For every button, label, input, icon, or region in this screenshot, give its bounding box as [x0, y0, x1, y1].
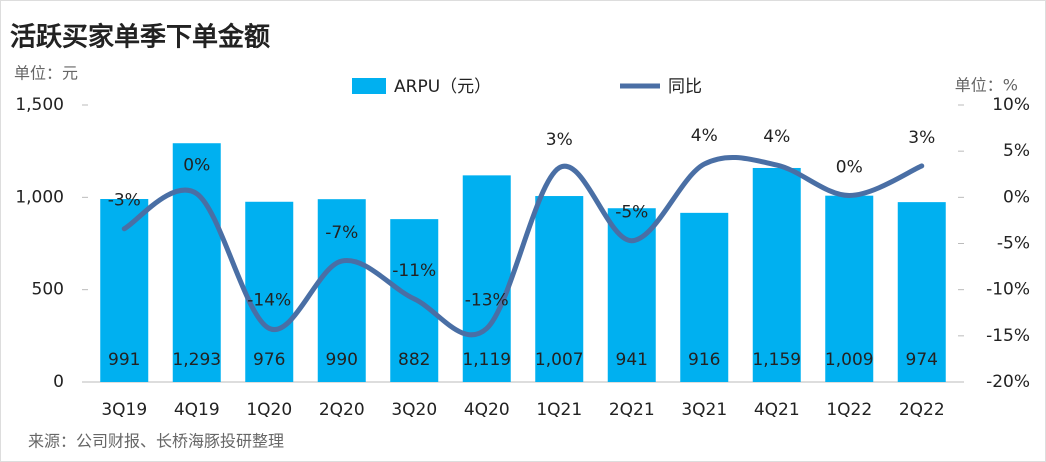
bar [317, 199, 366, 382]
x-tick-label: 3Q19 [101, 400, 147, 420]
line-label: 3% [908, 128, 935, 148]
bar [172, 143, 221, 382]
x-tick-label: 3Q20 [391, 400, 437, 420]
bar-label: 990 [326, 350, 358, 370]
bar-label: 1,007 [535, 350, 584, 370]
bar-label: 1,009 [825, 350, 874, 370]
line [121, 155, 925, 338]
legend-label: ARPU（元） [394, 77, 491, 97]
line-label: -5% [615, 203, 648, 223]
x-tick-label: 2Q21 [609, 400, 655, 420]
bar-label: 1,119 [462, 350, 511, 370]
x-tick-label: 4Q19 [174, 400, 220, 420]
x-tick-label: 1Q21 [536, 400, 582, 420]
bar-label: 974 [906, 350, 938, 370]
bar-label: 976 [253, 350, 285, 370]
bar-label: 1,293 [172, 350, 221, 370]
x-tick-label: 2Q20 [319, 400, 365, 420]
line-label: -13% [465, 290, 509, 310]
y-tick-label: 500 [32, 280, 64, 300]
line-label: 4% [691, 126, 718, 146]
bar [825, 195, 874, 382]
y-tick-label: 1,000 [15, 187, 64, 207]
y2-tick-label: -15% [986, 326, 1030, 346]
legend-label: 同比 [668, 77, 702, 97]
source: 来源：公司财报、长桥海豚投研整理 [28, 432, 284, 451]
x-tick-label: 4Q21 [754, 400, 800, 420]
y2-unit: 单位：% [955, 76, 1018, 95]
bar [680, 212, 729, 382]
bar [535, 196, 584, 382]
bar [897, 202, 946, 382]
bar-label: 941 [616, 350, 648, 370]
bar-label: 882 [398, 350, 430, 370]
x-tick-label: 2Q22 [899, 400, 945, 420]
y2-tick-label: 0% [1003, 187, 1030, 207]
y2-tick-label: 10% [992, 95, 1030, 115]
y-tick-label: 1,500 [15, 95, 64, 115]
x-tick-label: 1Q22 [826, 400, 872, 420]
bar [607, 208, 656, 382]
y2-tick-label: 5% [1003, 141, 1030, 161]
line-label: 0% [836, 157, 863, 177]
bar-label: 991 [108, 350, 140, 370]
y-tick-label: 0 [53, 372, 64, 392]
line-label: 0% [183, 156, 210, 176]
x-tick-label: 1Q20 [246, 400, 292, 420]
y2-tick-label: -10% [986, 280, 1030, 300]
chart-title: 活跃买家单季下单金额 [10, 22, 270, 53]
bar [752, 167, 801, 382]
x-tick-label: 3Q21 [681, 400, 727, 420]
line-label: -11% [392, 261, 436, 281]
legend-swatch [352, 78, 386, 94]
bar [462, 175, 511, 382]
line-label: -3% [108, 191, 141, 211]
bar-label: 1,159 [752, 350, 801, 370]
line-label: -7% [325, 223, 358, 243]
bar-label: 916 [688, 350, 720, 370]
line-label: 4% [763, 127, 790, 147]
x-tick-label: 4Q20 [464, 400, 510, 420]
y2-tick-label: -20% [986, 372, 1030, 392]
y-unit: 单位：元 [14, 64, 78, 83]
y2-tick-label: -5% [997, 234, 1030, 254]
bar [245, 201, 294, 382]
line-label: -14% [247, 290, 291, 310]
line-label: 3% [546, 130, 573, 150]
